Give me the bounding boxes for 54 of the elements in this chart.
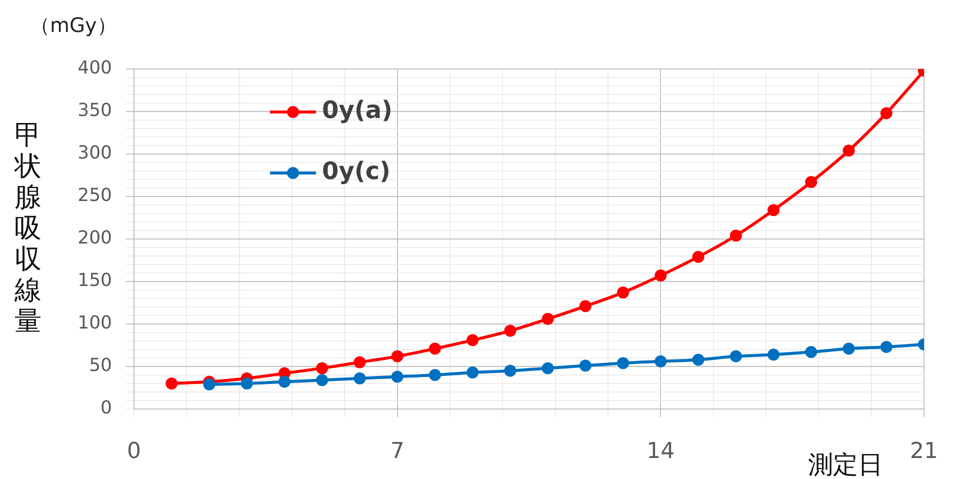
point: [579, 300, 592, 312]
point: [692, 354, 704, 366]
point: [240, 378, 253, 390]
point: [542, 362, 554, 374]
y-tick-label: 300: [78, 142, 112, 164]
point: [842, 342, 855, 355]
point: [617, 286, 630, 299]
point: [692, 250, 704, 263]
point: [278, 376, 290, 388]
y-tick-label: 100: [78, 312, 112, 334]
point: [730, 350, 742, 362]
point: [166, 378, 178, 390]
y-tick-label: 50: [89, 355, 112, 376]
point: [730, 230, 742, 242]
y-tick-label: 0: [100, 398, 112, 419]
point: [391, 350, 404, 362]
point: [654, 270, 667, 282]
point: [768, 348, 780, 361]
x-tick-label: 14: [646, 438, 675, 464]
point: [579, 360, 592, 372]
y-tick-label: 350: [78, 100, 112, 122]
y-axis-title: 甲状腺吸収線量: [13, 120, 42, 337]
x-tick-label: 7: [390, 438, 404, 464]
point: [880, 340, 892, 353]
point: [354, 372, 366, 384]
y-tick-label: 400: [78, 58, 112, 79]
point: [654, 355, 667, 368]
point: [466, 366, 479, 378]
y-tick-label: 250: [78, 185, 112, 206]
x-axis-title: 測定日: [808, 449, 883, 479]
point: [316, 374, 328, 386]
point: [842, 144, 855, 157]
legend-label: 0y(c): [322, 157, 391, 186]
point: [504, 324, 516, 337]
text: （mGy）: [30, 12, 117, 39]
y-tick-label: 200: [78, 228, 112, 249]
point: [617, 357, 630, 370]
x-tick-label: 0: [127, 438, 141, 464]
y-tick-label: 150: [78, 270, 112, 292]
point: [805, 176, 818, 188]
point: [504, 364, 516, 377]
point: [428, 342, 441, 355]
point: [466, 334, 479, 346]
point: [542, 312, 554, 325]
point: [203, 378, 216, 390]
point: [354, 356, 366, 368]
point: [805, 346, 818, 358]
point: [768, 204, 780, 216]
point: [880, 107, 892, 120]
legend-label: 0y(a): [322, 96, 392, 124]
point: [391, 370, 404, 383]
x-tick-label: 21: [910, 438, 938, 464]
point: [428, 369, 441, 381]
point: [316, 362, 328, 374]
